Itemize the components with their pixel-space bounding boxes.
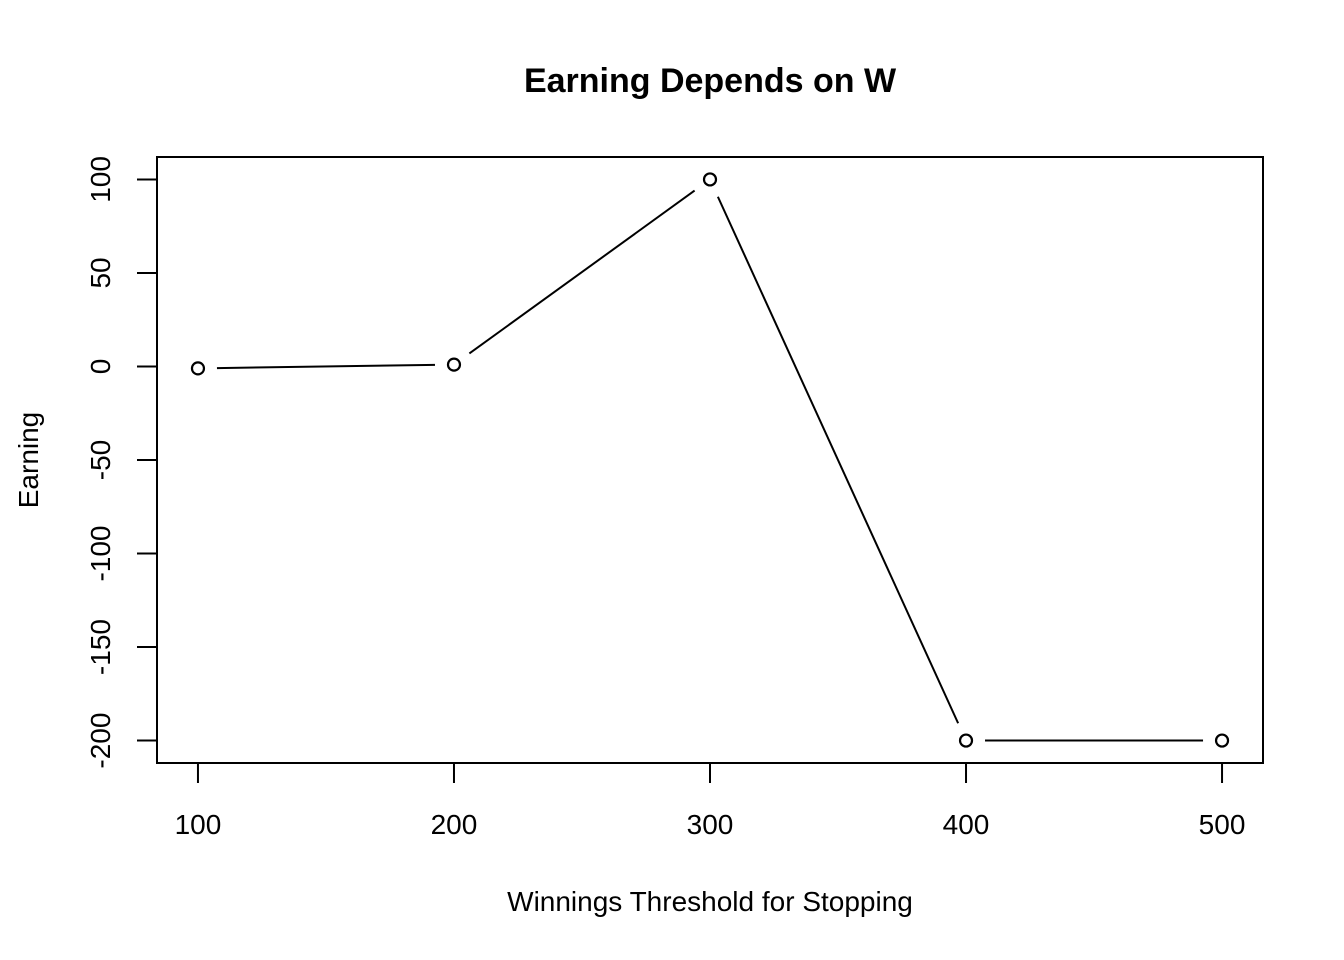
series-line-segment xyxy=(716,196,960,724)
x-tick-label: 400 xyxy=(943,809,990,840)
plot-frame xyxy=(156,156,1264,764)
data-point xyxy=(1214,733,1230,748)
y-tick-label: 100 xyxy=(85,156,116,203)
x-tick-label: 100 xyxy=(175,809,222,840)
y-tick-label: -50 xyxy=(85,440,116,480)
y-axis-label: Earning xyxy=(13,412,44,509)
series-layer xyxy=(190,172,1230,748)
data-point xyxy=(190,361,206,376)
x-tick-label: 500 xyxy=(1199,809,1246,840)
x-axis-label: Winnings Threshold for Stopping xyxy=(507,886,913,917)
x-tick-label: 300 xyxy=(687,809,734,840)
y-tick-label: -200 xyxy=(85,713,116,769)
data-point xyxy=(702,172,718,187)
data-point xyxy=(958,733,974,748)
x-axis: 100 200 300 400 500 xyxy=(175,762,1246,840)
y-axis: -200 -150 -100 -50 0 50 100 xyxy=(85,156,158,769)
x-tick-label: 200 xyxy=(431,809,478,840)
data-point xyxy=(446,357,462,372)
y-tick-label: -100 xyxy=(85,525,116,581)
chart-title: Earning Depends on W xyxy=(524,62,897,100)
series-line-segment xyxy=(216,363,435,370)
series-line-segment xyxy=(468,189,696,355)
y-tick-label: -150 xyxy=(85,619,116,675)
y-tick-label: 0 xyxy=(85,359,116,375)
y-tick-label: 50 xyxy=(85,257,116,288)
